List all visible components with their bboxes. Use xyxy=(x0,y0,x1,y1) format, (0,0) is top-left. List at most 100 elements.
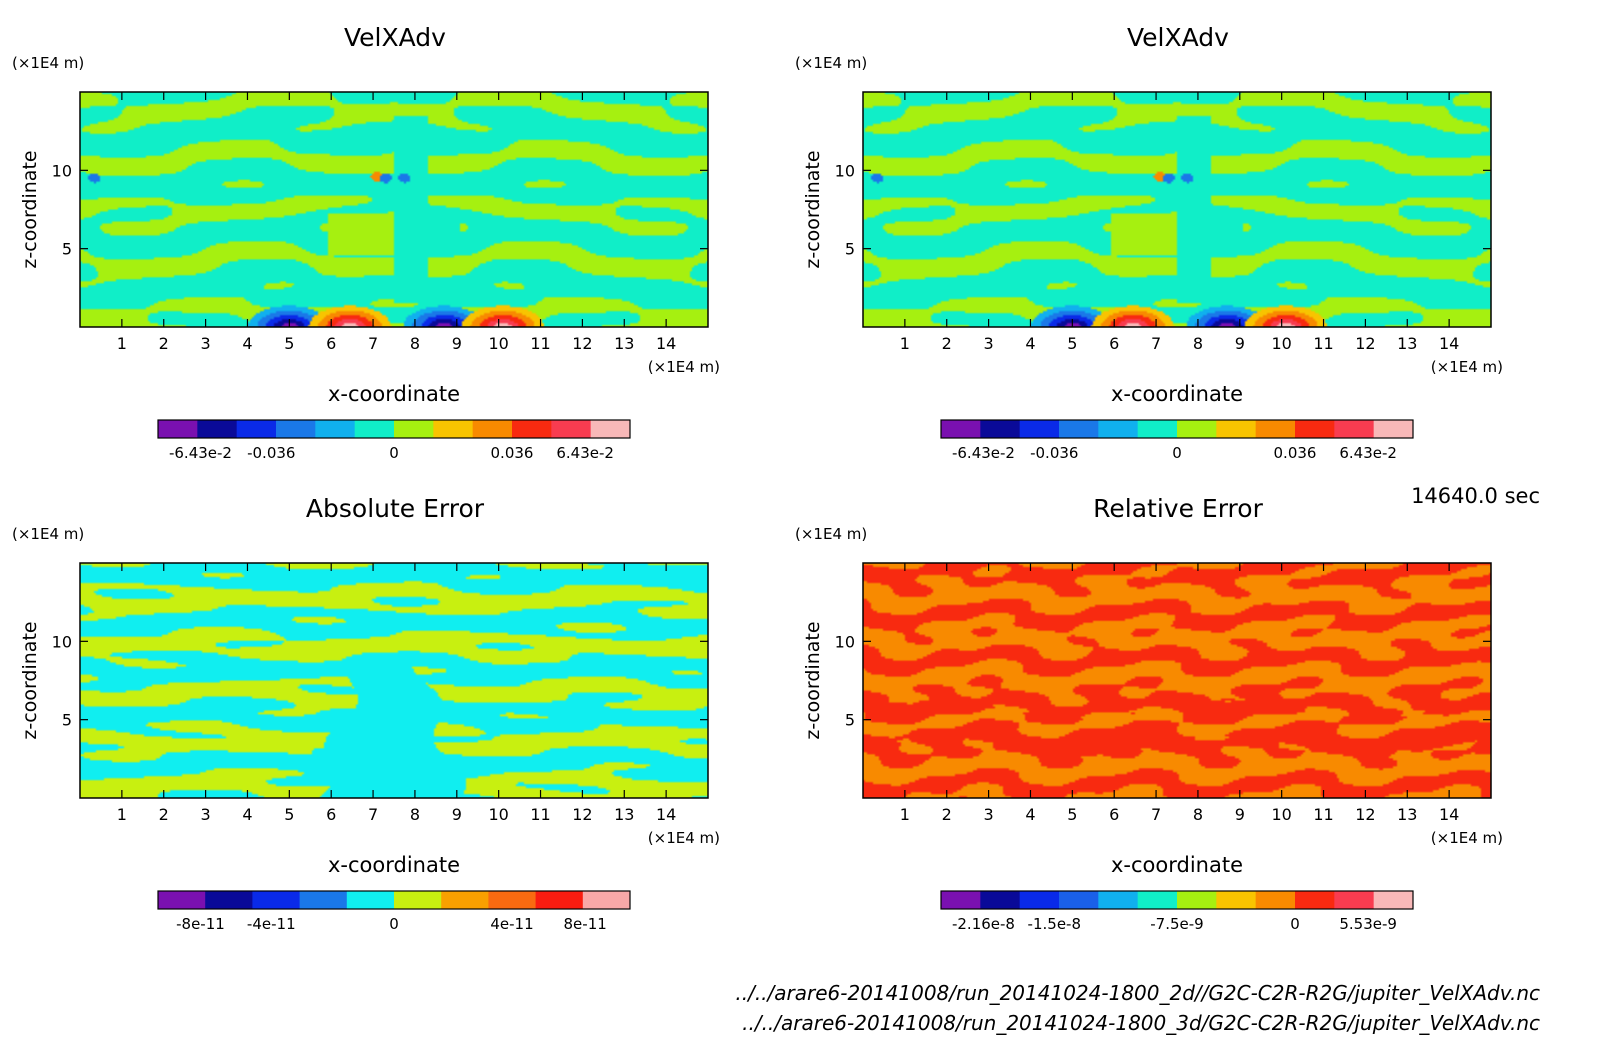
x-tick-label: 14 xyxy=(656,805,676,824)
x-tick-label: 7 xyxy=(368,334,378,353)
colorbar-tick-label: 0 xyxy=(1172,444,1182,462)
x-tick-label: 14 xyxy=(1439,334,1459,353)
y-tick-label: 10 xyxy=(52,161,72,180)
colorbar-tick-label: 4e-11 xyxy=(490,915,533,933)
x-tick-label: 10 xyxy=(488,805,508,824)
x-tick-label: 10 xyxy=(488,334,508,353)
x-tick-label: 11 xyxy=(530,805,550,824)
x-tick-label: 6 xyxy=(326,334,336,353)
colorbar-swatch xyxy=(512,420,552,438)
x-tick-label: 4 xyxy=(242,805,252,824)
colorbar-swatch xyxy=(299,891,348,909)
plot-frame xyxy=(862,562,1492,799)
colorbar-swatch xyxy=(590,420,631,438)
file-path-2: ../../arare6-20141008/run_20141024-1800_… xyxy=(742,1011,1540,1035)
x-tick-label: 12 xyxy=(1355,805,1375,824)
y-unit-label: (×1E4 m) xyxy=(795,525,867,543)
x-unit-label: (×1E4 m) xyxy=(648,829,720,847)
colorbar-tick-label: -8e-11 xyxy=(176,915,225,933)
x-tick-label: 3 xyxy=(201,805,211,824)
x-tick-label: 9 xyxy=(1235,334,1245,353)
x-tick-label: 14 xyxy=(656,334,676,353)
chart-title: VelXAdv xyxy=(1127,23,1229,52)
colorbar-tick-label: 0 xyxy=(389,915,399,933)
colorbar-swatch xyxy=(158,891,206,909)
x-tick-label: 12 xyxy=(572,805,592,824)
colorbar-swatch xyxy=(236,420,277,438)
colorbar-swatch xyxy=(980,891,1021,909)
x-tick-label: 9 xyxy=(1235,805,1245,824)
colorbar-tick-label: 6.43e-2 xyxy=(1339,444,1397,462)
x-tick-label: 11 xyxy=(1313,805,1333,824)
x-tick-label: 10 xyxy=(1271,334,1291,353)
colorbar-frame xyxy=(157,419,631,439)
colorbar-tick-label: -6.43e-2 xyxy=(169,444,232,462)
y-axis-label: z-coordinate xyxy=(19,621,41,739)
x-tick-label: 14 xyxy=(1439,805,1459,824)
colorbar-swatch xyxy=(1137,891,1178,909)
x-tick-label: 9 xyxy=(452,805,462,824)
colorbar-swatch xyxy=(346,891,395,909)
colorbar-tick-label: 8e-11 xyxy=(564,915,607,933)
colorbar-swatch xyxy=(1216,420,1257,438)
chart-title: Relative Error xyxy=(1093,494,1263,523)
x-tick-label: 4 xyxy=(1025,334,1035,353)
x-tick-label: 2 xyxy=(942,334,952,353)
colorbar-swatch xyxy=(582,891,631,909)
x-tick-label: 6 xyxy=(1109,805,1119,824)
heatmap-canvas xyxy=(80,92,708,327)
x-axis-label: x-coordinate xyxy=(1111,853,1243,877)
colorbar-swatch xyxy=(1059,891,1099,909)
heatmap-field xyxy=(863,563,1491,798)
colorbar-swatch xyxy=(354,420,395,438)
x-tick-label: 1 xyxy=(117,805,127,824)
plot-frame xyxy=(79,91,709,328)
colorbar-swatch xyxy=(394,891,442,909)
file-path-1: ../../arare6-20141008/run_20141024-1800_… xyxy=(735,981,1540,1005)
colorbar-swatch xyxy=(1019,891,1060,909)
x-tick-label: 3 xyxy=(201,334,211,353)
x-tick-label: 6 xyxy=(1109,334,1119,353)
colorbar-swatch xyxy=(1295,891,1335,909)
colorbar: -8e-11 -4e-11 0 4e-11 8e-11 xyxy=(157,890,631,933)
x-tick-label: 4 xyxy=(1025,805,1035,824)
colorbar-swatch xyxy=(441,891,489,909)
colorbar: -6.43e-2 -0.036 0 0.036 6.43e-2 xyxy=(157,419,631,462)
colorbar: -2.16e-8 -1.5e-8 -7.5e-9 0 5.53e-9 xyxy=(940,890,1414,933)
colorbar-frame xyxy=(940,419,1414,439)
x-tick-label: 7 xyxy=(1151,334,1161,353)
colorbar-tick-label: -0.036 xyxy=(1030,444,1078,462)
x-tick-label: 5 xyxy=(284,334,294,353)
colorbar-swatch xyxy=(315,420,356,438)
colorbar-swatch xyxy=(1334,420,1375,438)
heatmap-field xyxy=(863,92,1491,327)
x-tick-label: 13 xyxy=(614,805,634,824)
colorbar-tick-label: 0.036 xyxy=(491,444,534,462)
y-tick-label: 5 xyxy=(62,711,72,730)
x-tick-label: 5 xyxy=(1067,334,1077,353)
colorbar-tick-label: 0 xyxy=(389,444,399,462)
x-axis-label: x-coordinate xyxy=(1111,382,1243,406)
x-tick-label: 10 xyxy=(1271,805,1291,824)
x-tick-label: 5 xyxy=(284,805,294,824)
x-tick-label: 8 xyxy=(1193,334,1203,353)
heatmap-field xyxy=(80,563,708,798)
chart-panel-4: Relative Error(×1E4 m)1 2 3 4 5 6 7 8 9 10 11 12 13 1… xyxy=(795,494,1503,933)
colorbar-swatch xyxy=(535,891,584,909)
colorbar-swatch xyxy=(941,420,981,438)
y-tick-label: 5 xyxy=(62,240,72,259)
x-tick-label: 8 xyxy=(410,334,420,353)
colorbar-swatch xyxy=(1334,891,1375,909)
x-axis-label: x-coordinate xyxy=(328,382,460,406)
colorbar-swatch xyxy=(1098,891,1139,909)
x-tick-label: 3 xyxy=(984,334,994,353)
x-tick-label: 11 xyxy=(530,334,550,353)
colorbar-tick-label: -1.5e-8 xyxy=(1028,915,1081,933)
colorbar-tick-label: -0.036 xyxy=(247,444,295,462)
y-axis-label: z-coordinate xyxy=(802,150,824,268)
colorbar-swatch xyxy=(158,420,198,438)
x-unit-label: (×1E4 m) xyxy=(1431,358,1503,376)
colorbar-swatch xyxy=(433,420,474,438)
x-tick-label: 4 xyxy=(242,334,252,353)
